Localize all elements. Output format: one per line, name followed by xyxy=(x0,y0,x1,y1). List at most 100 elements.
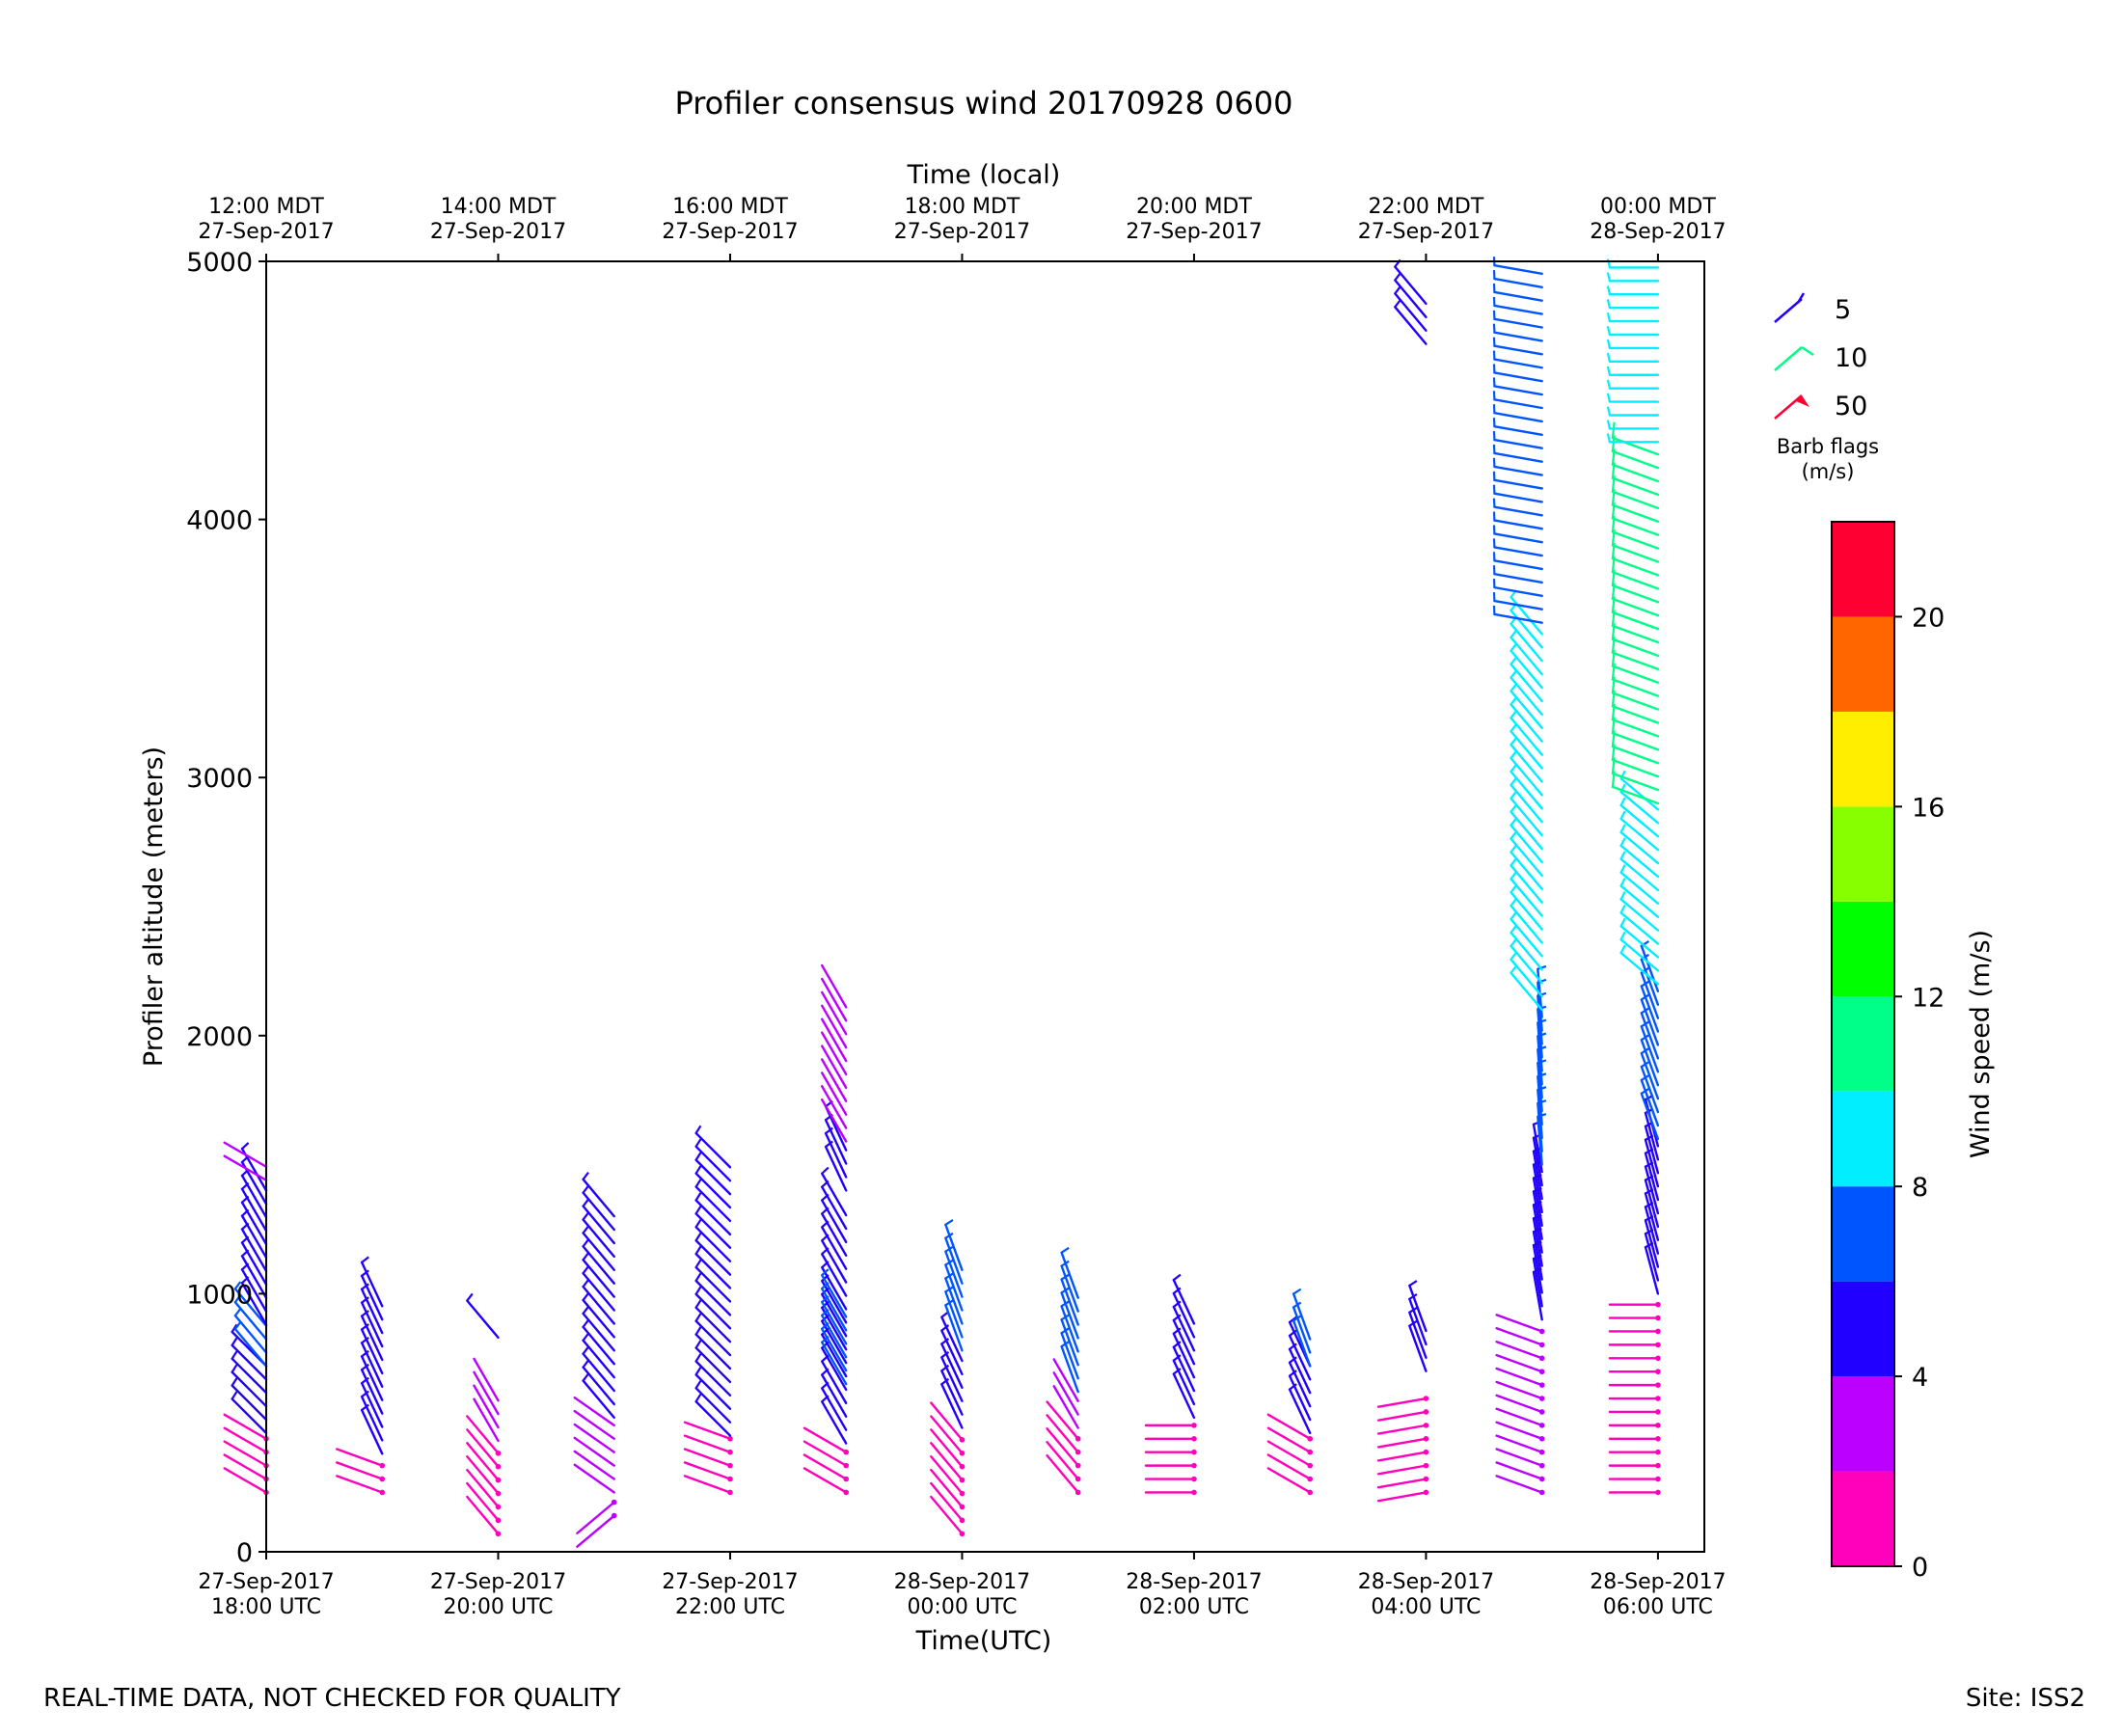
barb-staff xyxy=(473,1397,500,1443)
barb-staff xyxy=(360,1342,384,1388)
wind-barb xyxy=(1510,750,1543,797)
wind-barb xyxy=(1266,1440,1313,1469)
barb-staff xyxy=(1288,1374,1312,1422)
top-tick-label: 27-Sep-2017 xyxy=(1358,220,1494,244)
y-axis: 0 1000 2000 3000 4000 5000 xyxy=(186,248,266,1568)
barb-half-feather xyxy=(1510,790,1517,800)
barb-half-feather xyxy=(1289,1370,1297,1377)
legend-entry: 5 xyxy=(1774,292,1851,325)
barb-staff xyxy=(944,1277,964,1325)
wind-barb xyxy=(930,1455,966,1497)
wind-barb xyxy=(1172,1287,1196,1339)
barb-half-feather xyxy=(231,1377,238,1387)
wind-barb xyxy=(1495,1475,1545,1496)
wind-barb xyxy=(336,1475,386,1496)
barb-staff xyxy=(1510,797,1543,837)
colorbar-tick-label: 16 xyxy=(1912,793,1945,823)
wind-barb xyxy=(821,1268,848,1318)
wind-barb xyxy=(573,1450,615,1480)
barb-half-feather xyxy=(694,1286,702,1295)
barb-staff xyxy=(1611,597,1660,617)
wind-barb xyxy=(1510,884,1543,931)
wind-barb xyxy=(930,1415,966,1456)
wind-barb xyxy=(821,1166,848,1217)
barb-staff xyxy=(821,1292,848,1338)
barb-staff xyxy=(803,1453,848,1480)
barb-staff xyxy=(573,1463,615,1494)
wind-barb xyxy=(1394,299,1428,345)
barb-staff xyxy=(466,1428,500,1468)
barb-half-feather xyxy=(821,1166,830,1175)
barb-half-feather xyxy=(1510,777,1517,786)
barb-staff xyxy=(573,1409,615,1440)
wind-barb xyxy=(1495,1327,1545,1348)
barb-staff xyxy=(821,1400,848,1445)
barb-staff xyxy=(1611,544,1660,563)
wind-barb xyxy=(1172,1368,1196,1420)
barb-staff xyxy=(1510,649,1543,690)
barb-staff xyxy=(1493,344,1543,356)
barb-staff xyxy=(223,1413,268,1440)
barb-staff xyxy=(1493,358,1543,369)
barb-half-feather xyxy=(694,1165,702,1175)
barb-half-feather xyxy=(1394,285,1401,295)
wind-barb xyxy=(1608,1449,1661,1455)
barb-staff xyxy=(1532,1123,1543,1174)
top-tick-label: 27-Sep-2017 xyxy=(430,220,566,244)
wind-barb xyxy=(360,1363,384,1415)
barb-half-feather xyxy=(1606,272,1611,282)
barb-half-feather xyxy=(694,1179,702,1188)
barb-staff xyxy=(930,1455,964,1495)
colorbar-label: Wind speed (m/s) xyxy=(1966,930,1996,1158)
wind-barb xyxy=(336,1461,386,1482)
barb-staff xyxy=(1619,898,1660,932)
barb-staff xyxy=(1376,1424,1428,1435)
barb-half-feather xyxy=(361,1349,369,1358)
barb-staff xyxy=(360,1301,384,1348)
barb-staff xyxy=(1495,1407,1543,1427)
wind-barb xyxy=(573,1409,615,1440)
wind-barb xyxy=(360,1269,384,1321)
barb-staff xyxy=(1172,1372,1196,1420)
barb-staff xyxy=(1510,690,1543,730)
barb-staff xyxy=(1510,931,1543,971)
wind-barb xyxy=(821,1004,848,1049)
barb-staff xyxy=(821,1346,848,1392)
wind-barb xyxy=(231,1364,268,1408)
barb-staff xyxy=(1532,1204,1543,1254)
barb-staff xyxy=(231,1343,268,1381)
wind-barb xyxy=(1492,391,1543,410)
wind-barb xyxy=(360,1310,384,1362)
barb-staff xyxy=(1493,546,1543,557)
wind-barb xyxy=(1172,1273,1196,1325)
barb-half-feather xyxy=(1510,710,1517,719)
wind-barb xyxy=(582,1306,615,1352)
wind-barb xyxy=(582,1279,615,1325)
barb-staff xyxy=(821,1319,848,1365)
barb-half-feather xyxy=(1606,325,1611,336)
wind-barb xyxy=(683,1461,733,1482)
barb-half-feather xyxy=(1510,911,1517,920)
barb-staff xyxy=(1266,1440,1312,1467)
x-tick-label: 22:00 UTC xyxy=(675,1595,785,1619)
barb-staff xyxy=(360,1328,384,1375)
barb-staff xyxy=(1537,1061,1543,1113)
wind-barb xyxy=(1606,312,1660,323)
barb-staff xyxy=(1510,851,1543,891)
wind-barb xyxy=(1046,1427,1081,1469)
barb-staff xyxy=(473,1384,500,1429)
barb-staff xyxy=(582,1178,615,1218)
barb-staff xyxy=(473,1357,500,1402)
wind-barb xyxy=(1492,310,1543,329)
barb-staff xyxy=(1408,1324,1428,1372)
barb-half-feather xyxy=(582,1211,589,1221)
wind-barb xyxy=(1376,1462,1429,1476)
wind-barb xyxy=(694,1394,732,1437)
wind-barb xyxy=(1606,366,1660,376)
barb-staff xyxy=(1644,1179,1660,1229)
barb-staff xyxy=(1510,837,1543,878)
wind-barb xyxy=(233,1308,268,1354)
barb-staff xyxy=(466,1481,500,1522)
barb-staff xyxy=(694,1252,732,1289)
barb-staff xyxy=(821,977,848,1022)
